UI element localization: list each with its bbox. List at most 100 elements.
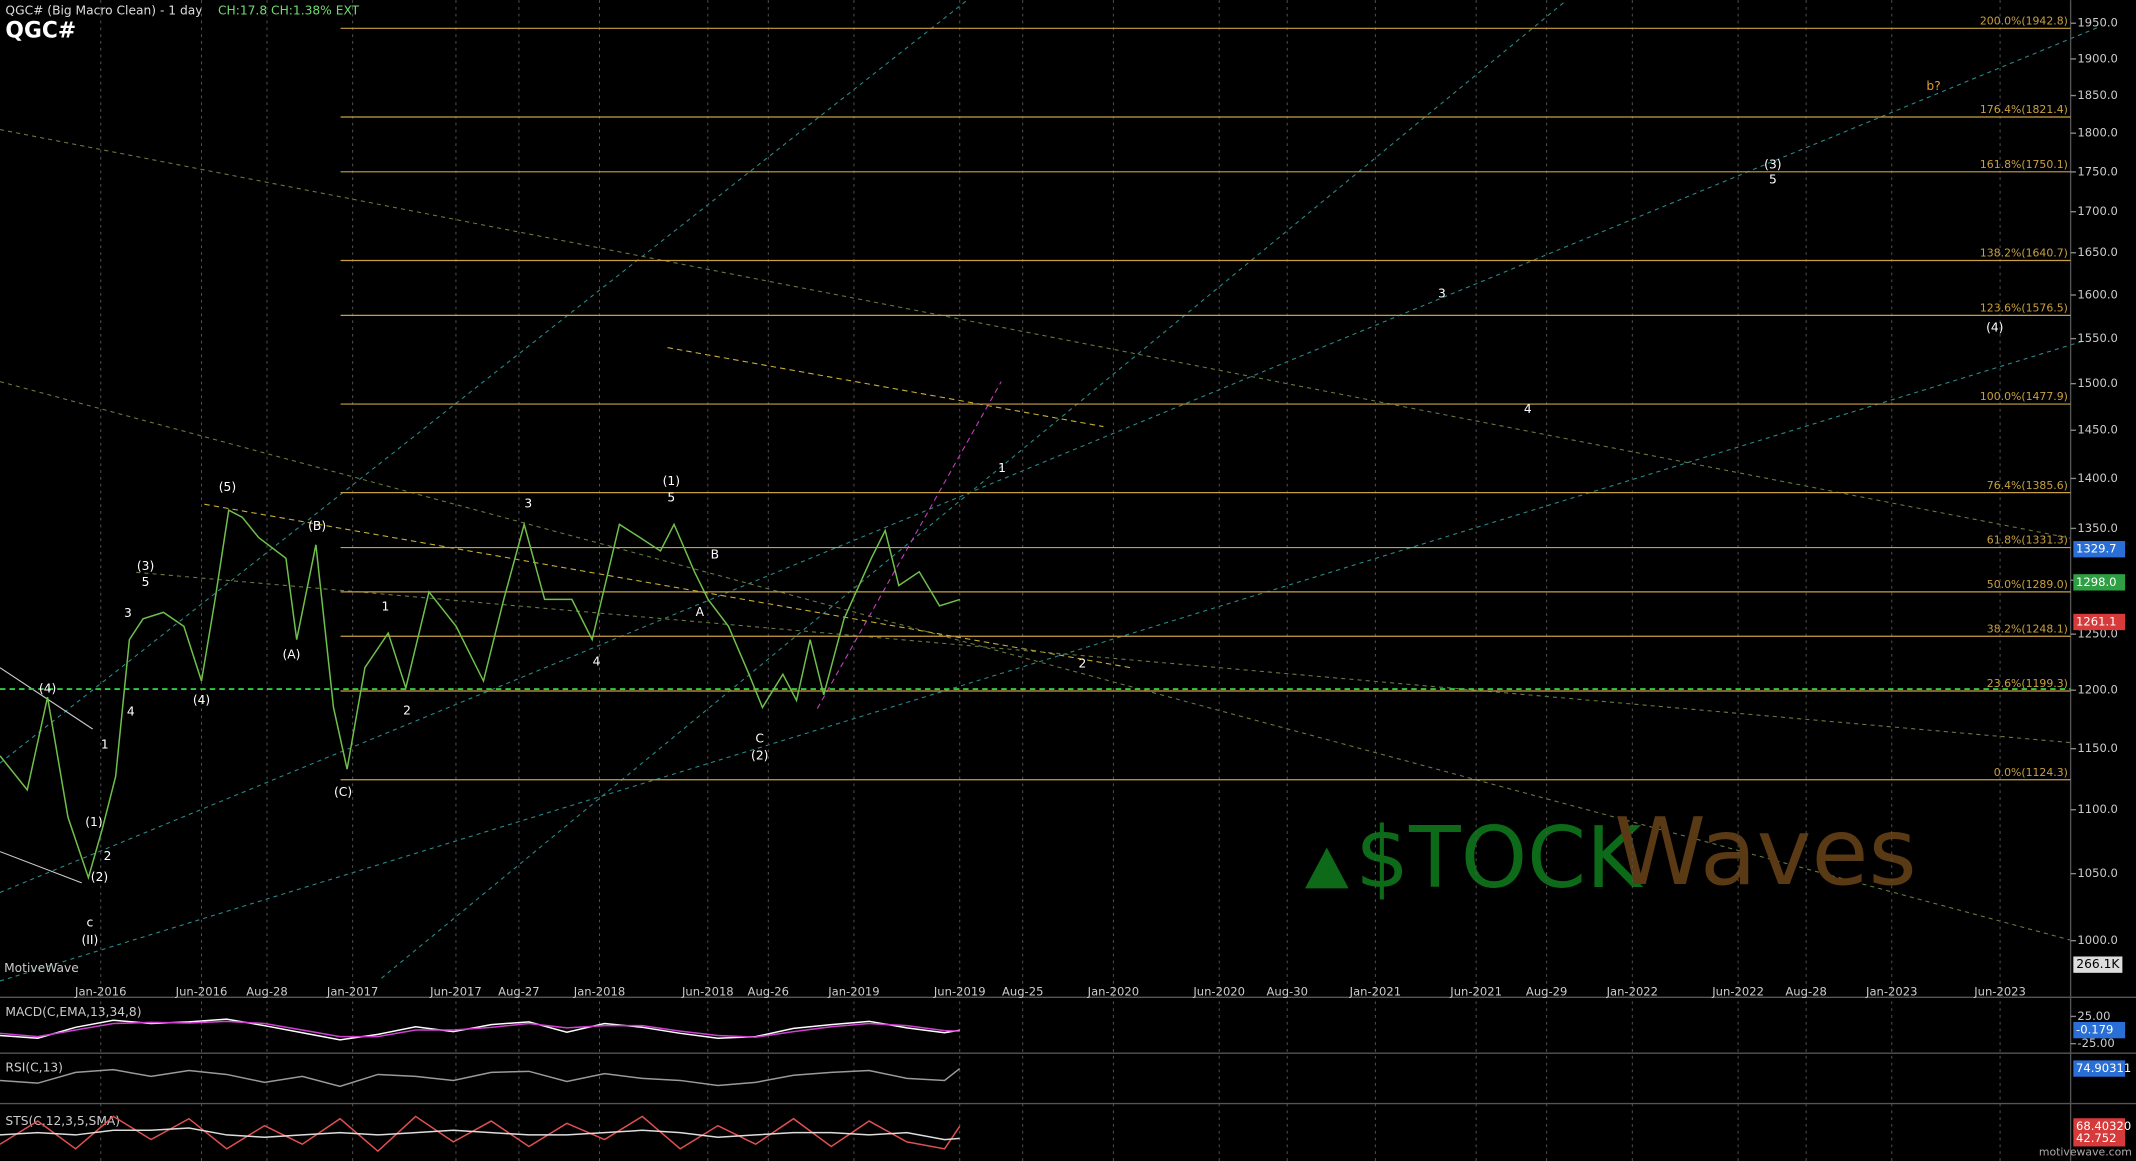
price-marker-label: 68.40320: [2076, 1119, 2131, 1133]
wave-label: (4): [193, 693, 210, 707]
x-tick-label: Jun-2023: [1973, 984, 2026, 998]
y-tick-label: 25.00: [2077, 1009, 2110, 1023]
price-marker: [2073, 613, 2126, 631]
x-tick-label: Jan-2019: [827, 984, 879, 998]
y-tick-label: 1050.0: [2077, 866, 2117, 880]
fib-label: 161.8%(1750.1): [1980, 158, 2068, 171]
wave-label: (C): [334, 785, 352, 799]
x-tick-label: Aug-28: [1785, 984, 1826, 998]
y-tick-label: 1550.0: [2077, 331, 2117, 345]
series-line: [0, 1068, 961, 1088]
trend-line: [667, 347, 1104, 428]
logo-right: Waves: [1614, 798, 1916, 906]
y-tick-label: 1350.0: [2077, 521, 2117, 535]
x-tick-label: Jun-2017: [429, 984, 482, 998]
site: motivewave.com: [2039, 1146, 2132, 1159]
y-tick-label: 1900.0: [2077, 51, 2117, 65]
price-marker: [2073, 1060, 2126, 1077]
x-tick-label: Jun-2016: [175, 984, 228, 998]
channel-line: [0, 340, 2085, 982]
y-tick-label: 1750.0: [2077, 164, 2117, 178]
price-marker-label: 1261.1: [2076, 614, 2116, 628]
wave-label: 4: [1524, 402, 1532, 416]
wave-label: 1: [101, 738, 109, 752]
fib-label: 176.4%(1821.4): [1980, 103, 2068, 116]
fib-label: 100.0%(1477.9): [1980, 390, 2068, 403]
x-tick-label: Jan-2022: [1606, 984, 1658, 998]
stats: CH:17.8 CH:1.38% EXT: [218, 4, 360, 18]
price-marker: [2073, 1021, 2126, 1039]
wave-label: 3: [524, 497, 532, 511]
fib-label: 138.2%(1640.7): [1980, 247, 2068, 260]
y-tick-label: -25.00: [2077, 1036, 2114, 1050]
x-tick-label: Aug-26: [748, 984, 789, 998]
series-line: [0, 1115, 961, 1153]
trend-line: [816, 381, 1002, 709]
wave-label: A: [696, 605, 705, 619]
x-tick-label: Jan-2023: [1865, 984, 1917, 998]
y-tick-label: 1600.0: [2077, 288, 2117, 302]
volume-label: 266.1K: [2076, 957, 2120, 971]
series-line: [0, 1127, 960, 1141]
wave-label: 2: [1079, 657, 1087, 671]
brand: MotiveWave: [4, 961, 79, 975]
wave-label: 5: [667, 491, 675, 505]
y-tick-label: 1800.0: [2077, 126, 2117, 140]
y-tick-label: 1450.0: [2077, 423, 2117, 437]
y-tick-label: 1000.0: [2077, 933, 2117, 947]
wave-label: 1: [998, 461, 1006, 475]
wave-label: 3: [124, 606, 132, 620]
volume-badge: [2073, 956, 2123, 973]
wave-label: 5: [1769, 172, 1777, 186]
channel-line: [0, 0, 968, 764]
y-tick-label: 1950.0: [2077, 16, 2117, 30]
trend-line: [0, 851, 82, 884]
y-tick-label: 1200.0: [2077, 683, 2117, 697]
wave-label: C: [755, 732, 764, 746]
trend-line: [204, 503, 1131, 669]
wave-label: 1: [382, 599, 390, 613]
series-line: [0, 509, 961, 881]
wave-label: (3): [137, 559, 154, 573]
channel-line: [381, 0, 1567, 979]
price-marker-label: 1298.0: [2076, 575, 2116, 589]
wave-label: (4): [1986, 321, 2003, 335]
price-marker-label: -0.179: [2076, 1023, 2113, 1037]
wave-label: 3: [1438, 287, 1446, 301]
logo-arrow: [1305, 847, 1349, 889]
fib-label: 23.6%(1199.3): [1987, 677, 2068, 690]
fib-label: 0.0%(1124.3): [1994, 766, 2068, 779]
wave-label: (2): [751, 748, 768, 762]
wave-label: (2): [91, 870, 108, 884]
wave-label: 4: [593, 654, 601, 668]
x-tick-label: Aug-25: [1002, 984, 1043, 998]
y-tick-label: 1850.0: [2077, 88, 2117, 102]
trend-line: [0, 381, 2071, 941]
x-tick-label: Jun-2022: [1711, 984, 1764, 998]
wave-label: 2: [403, 703, 411, 717]
logo-left: $TOCK: [1355, 809, 1644, 907]
wave-label: c: [87, 915, 94, 929]
series-line: [0, 1020, 960, 1038]
wave-label: b?: [1926, 79, 1940, 93]
price-marker-label: 42.752: [2076, 1131, 2116, 1145]
indicator-title: RSI(C,13): [5, 1061, 63, 1075]
wave-label: (4): [39, 682, 56, 696]
wave-label: (1): [663, 474, 680, 488]
wave-label: (B): [308, 519, 326, 533]
wave-label: (5): [219, 480, 236, 494]
price-marker: [2073, 1130, 2126, 1147]
fib-label: 38.2%(1248.1): [1987, 622, 2068, 635]
fib-label: 50.0%(1289.0): [1987, 578, 2068, 591]
wave-label: (3): [1764, 157, 1781, 171]
x-tick-label: Aug-29: [1526, 984, 1567, 998]
fib-label: 61.8%(1331.3): [1987, 534, 2068, 547]
price-marker: [2073, 541, 2126, 558]
fib-label: 123.6%(1576.5): [1980, 302, 2068, 315]
trend-line: [0, 129, 2071, 539]
price-marker-label: 74.90311: [2076, 1061, 2131, 1075]
